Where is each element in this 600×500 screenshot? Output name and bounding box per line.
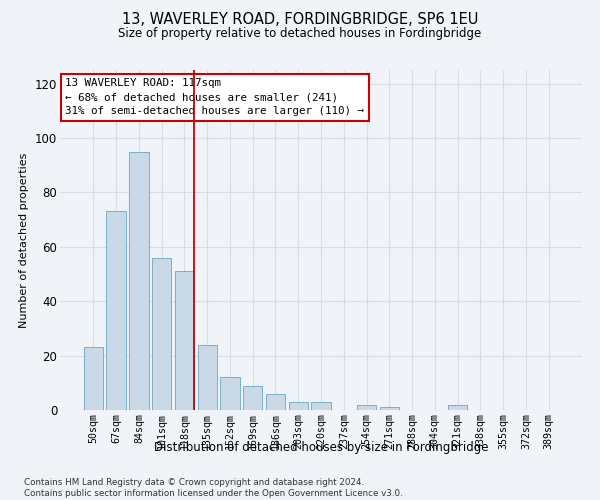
- Bar: [266, 394, 285, 410]
- Bar: [84, 348, 103, 410]
- Y-axis label: Number of detached properties: Number of detached properties: [19, 152, 29, 328]
- Bar: [448, 404, 467, 410]
- Text: Contains HM Land Registry data © Crown copyright and database right 2024.
Contai: Contains HM Land Registry data © Crown c…: [24, 478, 403, 498]
- Bar: [129, 152, 149, 410]
- Bar: [152, 258, 172, 410]
- Text: 13, WAVERLEY ROAD, FORDINGBRIDGE, SP6 1EU: 13, WAVERLEY ROAD, FORDINGBRIDGE, SP6 1E…: [122, 12, 478, 28]
- Bar: [289, 402, 308, 410]
- Bar: [243, 386, 262, 410]
- Bar: [197, 344, 217, 410]
- Bar: [175, 272, 194, 410]
- Bar: [357, 404, 376, 410]
- Text: Size of property relative to detached houses in Fordingbridge: Size of property relative to detached ho…: [118, 28, 482, 40]
- Text: Distribution of detached houses by size in Fordingbridge: Distribution of detached houses by size …: [154, 441, 488, 454]
- Bar: [311, 402, 331, 410]
- Bar: [220, 378, 239, 410]
- Text: 13 WAVERLEY ROAD: 117sqm
← 68% of detached houses are smaller (241)
31% of semi-: 13 WAVERLEY ROAD: 117sqm ← 68% of detach…: [65, 78, 364, 116]
- Bar: [380, 408, 399, 410]
- Bar: [106, 212, 126, 410]
